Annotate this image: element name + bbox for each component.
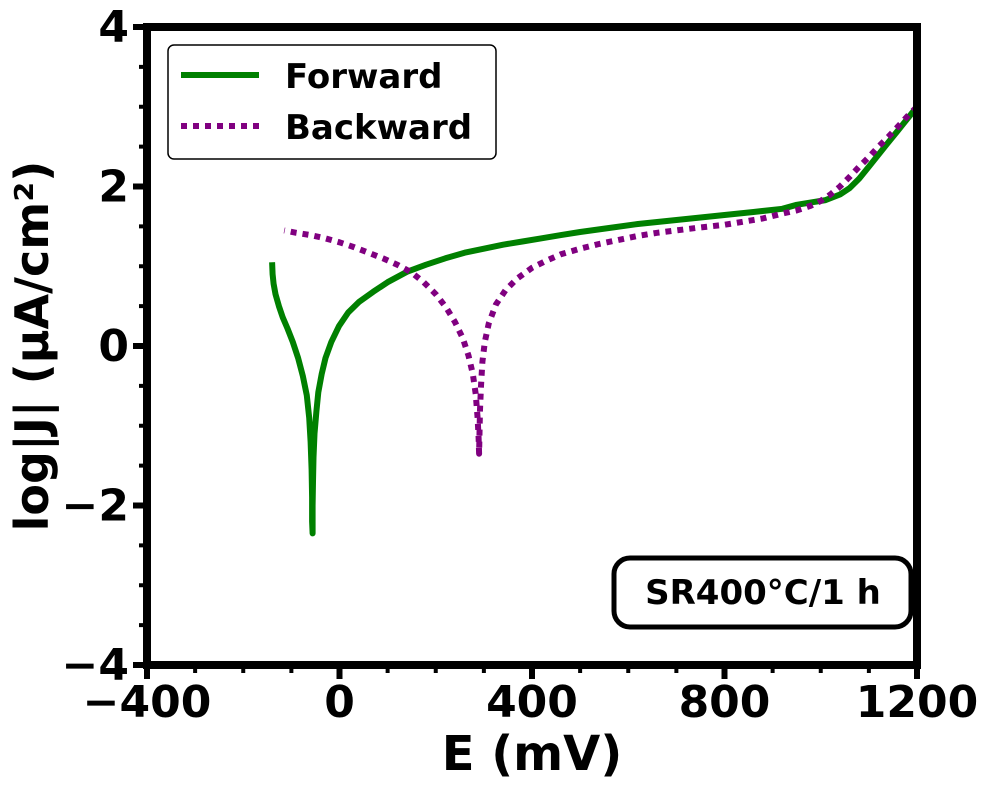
y-tick-label: −4 xyxy=(62,640,129,691)
annotation-box xyxy=(611,555,914,630)
x-tick-label: 0 xyxy=(324,677,355,728)
y-tick-labels: −4 −2 0 2 4 xyxy=(62,2,129,691)
y-tick-label: 2 xyxy=(98,162,129,213)
series-line-backward xyxy=(283,104,920,457)
annotation-label: SR400°C/1 h xyxy=(645,573,881,613)
x-axis-label: E (mV) xyxy=(442,726,623,782)
series-layer xyxy=(269,104,920,537)
x-tick-labels: −400 0 400 800 1200 xyxy=(83,677,979,728)
y-axis-label: log|J| (μA/cm²) xyxy=(5,161,60,532)
legend: Forward Backward xyxy=(167,44,497,160)
x-tick-label: 800 xyxy=(679,677,771,728)
y-tick-label: 4 xyxy=(98,2,129,53)
y-tick-label: −2 xyxy=(62,481,129,532)
series-line-forward xyxy=(269,104,920,537)
y-tick-label: 0 xyxy=(98,321,129,372)
annotation: SR400°C/1 h xyxy=(611,555,914,630)
x-tick-label: 400 xyxy=(486,677,578,728)
plot-frame xyxy=(143,23,921,669)
legend-backward-label: Backward xyxy=(285,108,472,148)
x-tick-label: 1200 xyxy=(856,677,978,728)
legend-forward-label: Forward xyxy=(285,57,442,97)
x-tick-label: −400 xyxy=(83,677,212,728)
